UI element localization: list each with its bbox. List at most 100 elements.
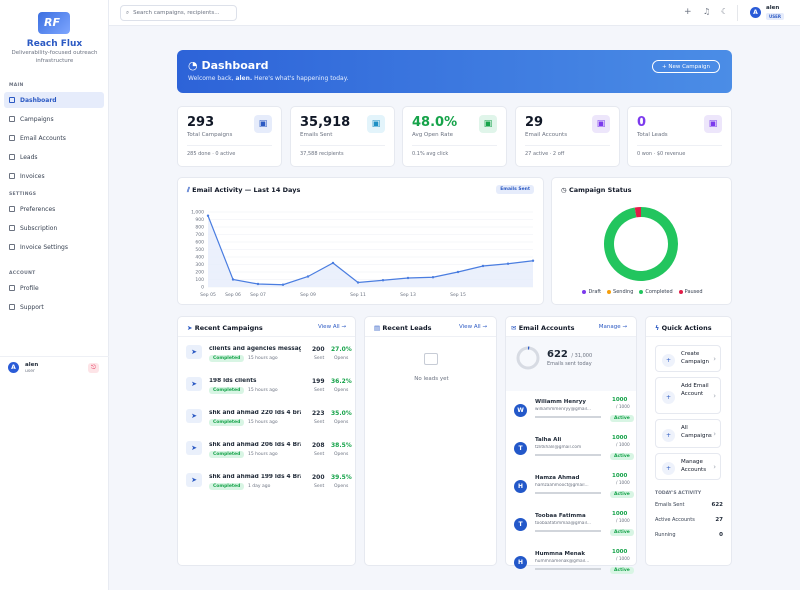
view-all-leads-link[interactable]: View All → <box>459 324 487 330</box>
account-email: toobaafatimmaa@gmail... <box>535 521 591 526</box>
email-account-row[interactable]: T Toobaa Fatimma toobaafatimmaa@gmail... 10… <box>512 511 634 547</box>
chart-point[interactable] <box>481 264 485 268</box>
mail-icon: + <box>662 390 675 404</box>
email-account-row[interactable]: H Hamza Ahmad hamzaahmooct@gmail... 1000 / 1… <box>512 473 634 509</box>
status-badge: Completed <box>209 451 245 458</box>
sidebar-item-invoice-settings[interactable]: Invoice Settings <box>4 239 104 255</box>
search-input[interactable]: ⌕ Search campaigns, recipients... <box>120 5 237 21</box>
section-main-heading: MAIN <box>9 83 24 88</box>
campaign-name: 198 lds clients <box>209 378 257 384</box>
today-activity-value: 27 <box>715 517 723 523</box>
email-account-row[interactable]: W Wiliamm Henryy williammmenryy@gmail... 10… <box>512 397 634 433</box>
view-all-campaigns-link[interactable]: View All → <box>318 324 346 330</box>
recent-leads-title: ▤ Recent Leads <box>374 324 432 332</box>
sidebar-item-support[interactable]: Support <box>4 299 104 315</box>
sidebar-item-label: Leads <box>20 153 38 161</box>
page-title: ◔ Dashboard <box>188 59 269 72</box>
sidebar-item-profile[interactable]: Profile <box>4 280 104 296</box>
chart-point[interactable] <box>531 259 535 262</box>
sent-today-caption: Emails sent today <box>547 361 592 367</box>
chart-y-tick: 1,000 <box>191 210 204 216</box>
chevron-right-icon: › <box>713 462 716 471</box>
chart-point[interactable] <box>406 276 410 280</box>
chart-point[interactable] <box>206 214 210 217</box>
chart-point[interactable] <box>356 281 360 284</box>
account-count: 1000 <box>612 397 628 403</box>
account-email: tzlitkhalil@gmail.com <box>535 445 582 450</box>
campaign-row[interactable]: ➤ shk and ahmad 220 lds 4 bran... Complete… <box>186 409 352 440</box>
logout-icon[interactable]: ⎋ <box>88 363 99 373</box>
sidebar-item-invoices[interactable]: Invoices <box>4 168 104 184</box>
recent-leads-panel: ▤ Recent Leads View All → No leads yet <box>364 316 497 566</box>
email-account-row[interactable]: T Talha Ali tzlitkhalil@gmail.com 1000 / 100… <box>512 435 634 471</box>
sidebar-user[interactable]: A alen user ⎋ <box>0 356 109 378</box>
stat-card[interactable]: 35,918 Emails Sent ▣ 37,588 recipients <box>290 106 395 167</box>
quick-action-create-campaign[interactable]: + Create Campaign › <box>655 345 721 372</box>
stat-card[interactable]: 0 Total Leads ▣ 0 won · $0 revenue <box>627 106 732 167</box>
chart-series-line <box>207 215 534 286</box>
bolt-icon: ϟ <box>655 324 662 332</box>
sidebar-item-leads[interactable]: Leads <box>4 149 104 165</box>
account-avatar: T <box>514 442 527 455</box>
chart-point[interactable] <box>281 283 285 286</box>
sidebar-item-dashboard[interactable]: Dashboard <box>4 92 104 108</box>
send-icon <box>9 116 15 122</box>
email-accounts-title: ✉ Email Accounts <box>511 324 575 332</box>
campaign-row[interactable]: ➤ 198 lds clients Completed 15 hours ago 199… <box>186 377 352 408</box>
avatar: A <box>8 362 19 373</box>
quick-action-all-campaigns[interactable]: + All Campaigns › <box>655 419 721 448</box>
moon-icon[interactable]: ☾ <box>721 7 729 16</box>
campaign-row[interactable]: ➤ clients and agencies message Completed 15… <box>186 345 352 376</box>
donut-slice-completed[interactable] <box>604 207 678 281</box>
chart-point[interactable] <box>381 279 385 282</box>
chart-point[interactable] <box>306 275 310 278</box>
send-icon: ➤ <box>186 473 202 487</box>
stat-card[interactable]: 293 Total Campaigns ▣ 285 done · 0 active <box>177 106 282 167</box>
account-count: 1000 <box>612 473 628 479</box>
sliders-icon <box>9 206 15 212</box>
sent-label: Sent <box>314 388 325 393</box>
chart-point[interactable] <box>456 270 460 274</box>
sidebar-item-preferences[interactable]: Preferences <box>4 201 104 217</box>
sidebar-item-campaigns[interactable]: Campaigns <box>4 111 104 127</box>
chart-point[interactable] <box>331 261 335 265</box>
stat-card[interactable]: 48.0% Avg Open Rate ▣ 0.1% avg click <box>402 106 507 167</box>
chart-point[interactable] <box>506 262 510 265</box>
campaign-time: 15 hours ago <box>248 388 278 393</box>
brand-logo[interactable]: RF <box>38 12 70 34</box>
recent-campaigns-title: ➤ Recent Campaigns <box>187 324 263 332</box>
topbar-avatar[interactable]: A <box>750 7 761 18</box>
quick-action-add-email-account[interactable]: + Add Email Account › <box>655 377 721 414</box>
chart-point[interactable] <box>431 276 435 279</box>
account-limit: / 1000 <box>616 481 630 486</box>
legend-label: Completed <box>645 289 673 295</box>
stat-sub: 0.1% avg click <box>412 151 449 157</box>
quick-action-manage-accounts[interactable]: + Manage Accounts › <box>655 453 721 480</box>
campaign-row[interactable]: ➤ shk and ahmad 199 lds 4 Bran... Complete… <box>186 473 352 504</box>
stat-card[interactable]: 29 Email Accounts ▣ 27 active · 2 off <box>515 106 620 167</box>
status-badge: Active <box>610 529 634 536</box>
bell-icon[interactable]: ♫ <box>703 7 711 16</box>
manage-accounts-link[interactable]: Manage → <box>598 324 627 330</box>
plus-icon[interactable]: + <box>684 7 692 17</box>
campaign-status-panel: ◷ Campaign Status Draft Sending Completed P… <box>551 177 732 305</box>
divider <box>646 336 731 337</box>
stat-label: Total Leads <box>637 132 668 138</box>
campaign-time: 15 hours ago <box>248 420 278 425</box>
emails-sent-badge[interactable]: Emails Sent <box>496 185 534 194</box>
chart-point[interactable] <box>231 278 235 281</box>
search-icon: ⌕ <box>126 9 130 16</box>
sidebar-item-label: Subscription <box>20 224 58 232</box>
new-campaign-button[interactable]: + New Campaign <box>652 60 720 73</box>
open-mail-icon: ▣ <box>479 115 497 133</box>
sidebar-item-email-accounts[interactable]: Email Accounts <box>4 130 104 146</box>
campaign-row[interactable]: ➤ shk and ahmad 206 lds 4 Bran... Complete… <box>186 441 352 472</box>
sidebar-item-subscription[interactable]: Subscription <box>4 220 104 236</box>
chart-point[interactable] <box>256 282 260 286</box>
opens-label: Opens <box>334 356 349 361</box>
dashboard-icon <box>9 97 15 103</box>
email-account-row[interactable]: H Hummna Menak hummnamenak@gmail... 1000 / 1… <box>512 549 634 585</box>
status-donut-chart <box>604 207 678 281</box>
today-activity-label: Running <box>655 532 676 538</box>
campaign-opens: 27.0% <box>331 346 352 353</box>
